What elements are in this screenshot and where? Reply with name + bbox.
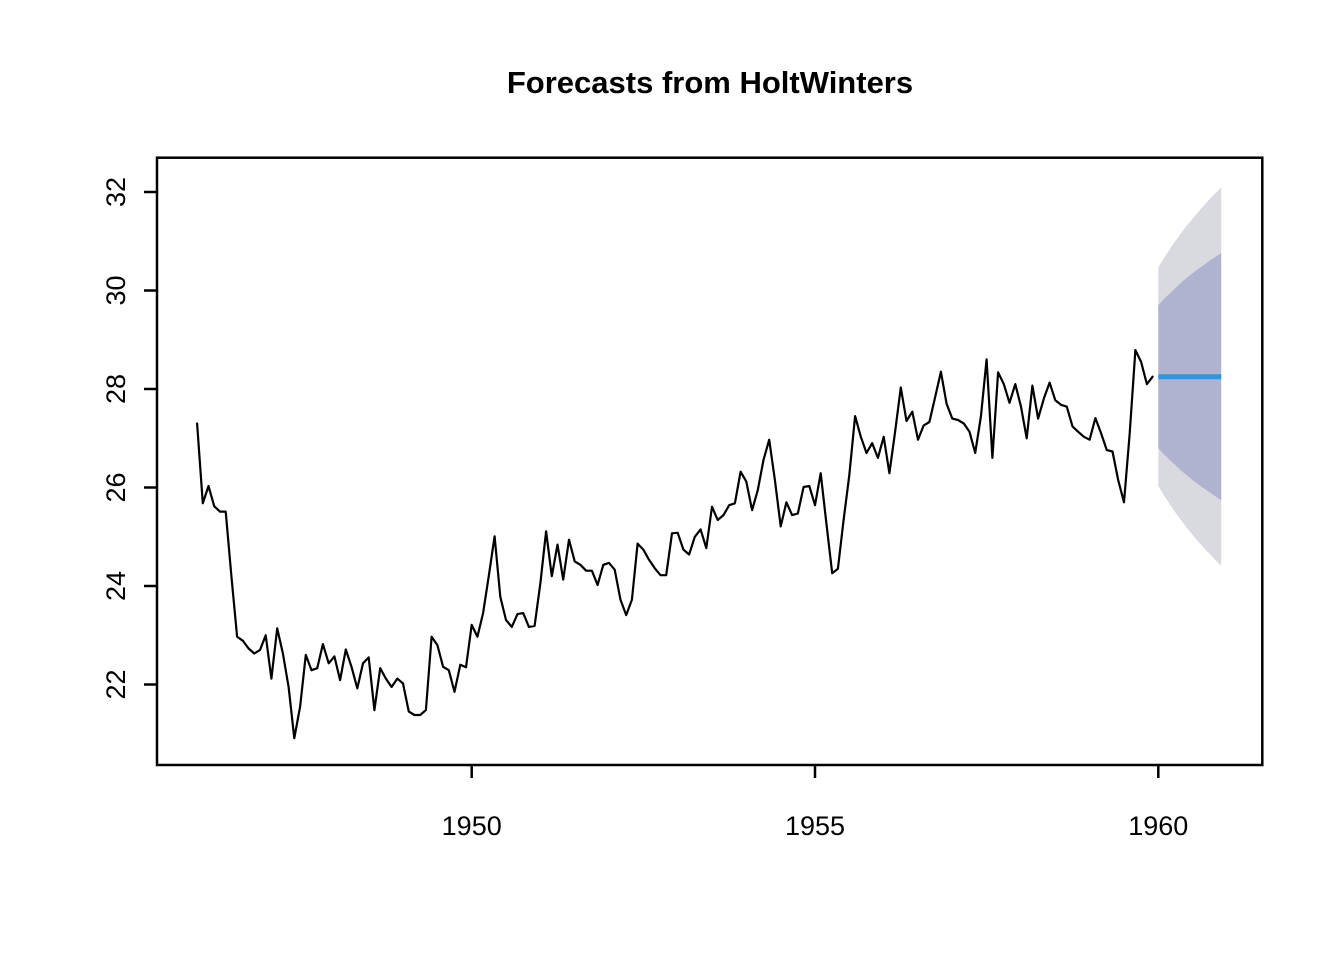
x-tick-label: 1960 — [1128, 811, 1188, 841]
x-axis: 1950 1955 1960 — [442, 765, 1188, 841]
y-axis: 22 24 26 28 30 32 — [101, 177, 157, 700]
y-tick-label: 24 — [101, 571, 131, 601]
chart-title: Forecasts from HoltWinters — [507, 65, 913, 100]
y-tick-label: 26 — [101, 472, 131, 502]
x-tick-label: 1955 — [785, 811, 845, 841]
observed-series-line — [196, 349, 1154, 740]
plot-border — [155, 156, 1264, 767]
plot-area — [196, 187, 1222, 740]
y-tick-label: 28 — [101, 374, 131, 404]
x-tick-label: 1950 — [442, 811, 502, 841]
y-tick-label: 32 — [101, 177, 131, 207]
y-tick-label: 30 — [101, 275, 131, 305]
y-tick-label: 22 — [101, 669, 131, 699]
